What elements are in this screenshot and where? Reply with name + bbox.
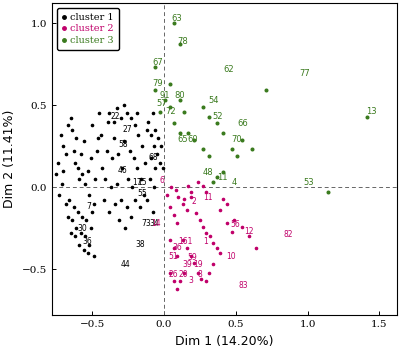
Text: 3: 3 (188, 276, 193, 285)
Text: 63: 63 (171, 14, 182, 22)
Text: 36: 36 (82, 237, 92, 246)
Text: 44: 44 (121, 260, 131, 269)
Text: 11: 11 (217, 173, 228, 182)
Text: 34: 34 (149, 219, 159, 228)
Text: 53: 53 (303, 178, 314, 187)
Text: 57: 57 (157, 99, 168, 108)
Text: 52: 52 (213, 112, 223, 121)
Text: 12: 12 (244, 227, 254, 236)
Text: 11: 11 (203, 193, 212, 201)
Text: 79: 79 (152, 79, 163, 88)
Text: 46: 46 (118, 166, 128, 175)
Text: 51: 51 (168, 252, 178, 261)
Text: 58: 58 (118, 140, 128, 149)
Text: 83: 83 (239, 281, 248, 290)
Text: 78: 78 (177, 37, 188, 46)
Text: 77: 77 (299, 69, 310, 78)
Text: 10: 10 (226, 252, 235, 261)
Text: 19: 19 (193, 260, 202, 269)
Text: 6: 6 (160, 176, 164, 185)
Text: 80: 80 (174, 91, 185, 100)
Text: 15: 15 (138, 178, 147, 187)
Text: 66: 66 (237, 119, 248, 128)
Text: 70: 70 (232, 135, 242, 144)
Text: 54: 54 (208, 96, 219, 105)
Text: 65: 65 (177, 135, 188, 144)
Text: 67: 67 (152, 58, 163, 67)
Legend: cluster 1, cluster 2, cluster 3: cluster 1, cluster 2, cluster 3 (57, 8, 119, 50)
Text: 1: 1 (203, 237, 208, 246)
Text: 13: 13 (366, 107, 377, 116)
Text: 82: 82 (283, 230, 293, 239)
Text: 20: 20 (178, 270, 188, 279)
Text: 14: 14 (151, 219, 161, 228)
Text: 26: 26 (168, 270, 178, 279)
Text: 17: 17 (132, 178, 142, 187)
Text: 8: 8 (197, 270, 202, 279)
Text: 161: 161 (178, 237, 193, 246)
Text: 2: 2 (191, 198, 196, 206)
Text: 39: 39 (183, 260, 192, 269)
Text: 36: 36 (173, 244, 182, 252)
Text: 55: 55 (138, 189, 147, 198)
Text: 38: 38 (135, 240, 145, 249)
Text: 73: 73 (141, 219, 151, 228)
Y-axis label: Dim 2 (11.41%): Dim 2 (11.41%) (3, 110, 16, 208)
Text: 7: 7 (86, 203, 91, 211)
Text: 4: 4 (232, 178, 237, 187)
Text: 60: 60 (187, 135, 198, 144)
X-axis label: Dim 1 (14.20%): Dim 1 (14.20%) (175, 335, 274, 348)
Text: 91: 91 (160, 91, 170, 100)
Text: 48: 48 (203, 168, 214, 177)
Text: 59: 59 (187, 253, 197, 262)
Text: 72: 72 (166, 107, 176, 116)
Text: 30: 30 (78, 224, 88, 233)
Text: 56: 56 (230, 220, 240, 230)
Text: 68: 68 (149, 153, 158, 162)
Text: 22: 22 (111, 112, 120, 121)
Text: 62: 62 (223, 65, 234, 73)
Text: 27: 27 (122, 125, 132, 134)
